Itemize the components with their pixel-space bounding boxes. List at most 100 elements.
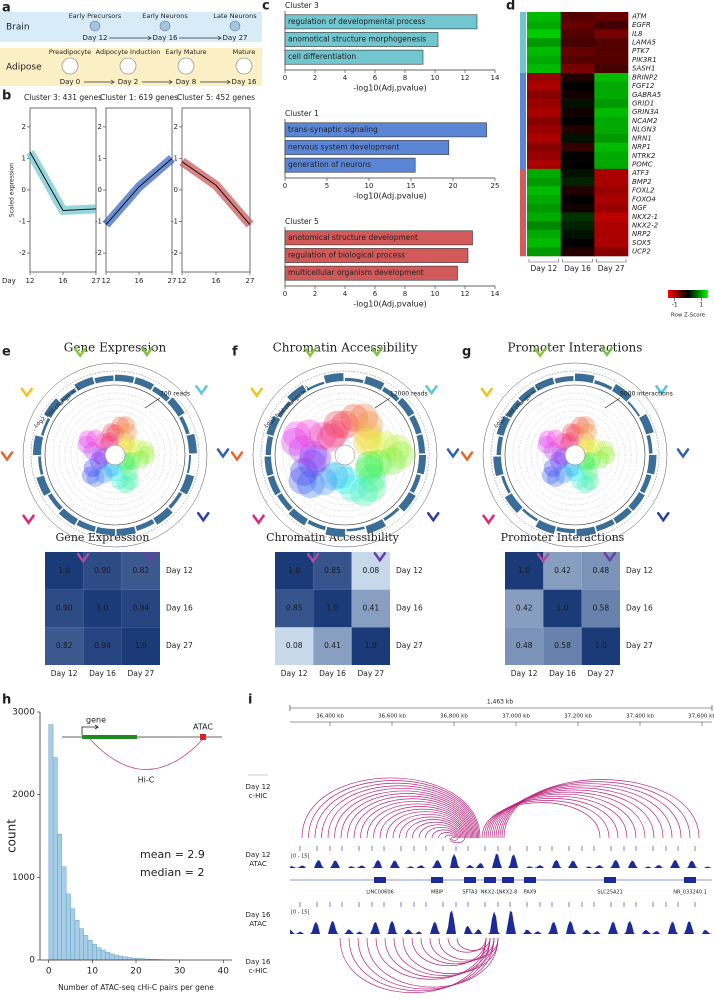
column-bracket [596, 259, 627, 263]
span-label: 1,463 kb [487, 699, 514, 706]
interaction-arc [447, 937, 487, 953]
gene-name: NR_033240.1 [673, 890, 707, 896]
ring-segment [365, 519, 386, 534]
hist-bar [74, 920, 80, 961]
grid-ring [554, 434, 596, 476]
bar [284, 49, 424, 65]
point-cloud [543, 458, 562, 477]
ring-segment [36, 475, 51, 496]
stage-label: Adipocyte Induction [96, 48, 161, 56]
gene-label: EGFR [632, 21, 651, 29]
heat-cell [527, 107, 561, 117]
cell-label: 0.42 [516, 604, 533, 613]
grid-ring [288, 398, 402, 512]
coord-label: 36,600 kb [378, 714, 406, 720]
y-tick-label: 0 [22, 186, 26, 194]
y-tick-label: -1 [95, 218, 102, 226]
point-cloud [323, 410, 352, 439]
heat-cell [594, 12, 629, 22]
ring-segment [151, 386, 170, 402]
point-cloud [126, 438, 145, 457]
point-cloud [570, 471, 589, 490]
gene-model [374, 877, 386, 883]
cluster-icon [303, 347, 317, 358]
matrix-cell [581, 627, 620, 665]
interaction-arc [450, 837, 459, 841]
ring-segment [534, 377, 555, 391]
gene-label: POMC [632, 161, 653, 169]
point-cloud [89, 451, 108, 470]
x-tick-label: 6 [373, 74, 378, 82]
cluster-icon [600, 346, 614, 357]
point-cloud [591, 450, 610, 469]
gene-name: NKX2-8 [499, 890, 518, 896]
point-cloud [86, 469, 105, 488]
cell-icon [159, 20, 171, 32]
y-tick-label: 0 [174, 186, 178, 194]
row-group-bar [520, 116, 526, 126]
matrix-cell [581, 552, 620, 590]
bar-label: anotomical structure development [288, 233, 418, 242]
gene-body [82, 735, 137, 739]
heat-cell [594, 125, 629, 135]
heat-cell [560, 46, 595, 56]
matrix-cell [543, 627, 582, 665]
gene-label: BRINP2 [632, 73, 658, 81]
cell-label: 1.0 [327, 604, 339, 613]
column-bracket [528, 259, 559, 263]
point-cloud [370, 430, 399, 459]
cell-label: 1.0 [365, 641, 377, 650]
matrix-cell [121, 627, 160, 665]
ring-segment [267, 475, 281, 496]
point-cloud [326, 460, 355, 489]
grid-ring [530, 410, 620, 500]
matrix-cell [121, 552, 160, 590]
heat-cell [560, 203, 595, 213]
bar [284, 248, 469, 263]
cell-label: 0.41 [362, 604, 379, 613]
interaction-arc [379, 808, 466, 839]
gene-name: SFTA3 [462, 890, 477, 896]
outer-ring [252, 362, 438, 548]
panel-letter: e [2, 345, 11, 360]
chart-title: Cluster 3: 431 genes [24, 93, 102, 102]
interaction-arc [425, 826, 458, 839]
grid-ring [82, 422, 148, 488]
ring-segment [521, 508, 539, 522]
point-cloud [102, 423, 121, 442]
point-cloud [320, 419, 349, 448]
cluster-icon [252, 514, 265, 525]
row-group-bar [520, 134, 526, 144]
y-axis-label: Scaled expression [9, 163, 16, 217]
interaction-arc [366, 937, 499, 988]
ring-segment [266, 415, 281, 436]
hist-bar [48, 724, 54, 961]
row-label: Day 27 [396, 641, 423, 650]
ring-segment [646, 434, 653, 454]
grid-ring [88, 428, 142, 482]
x-axis-label: -log10(Adj.pvalue) [353, 300, 427, 309]
grid-ring [94, 434, 136, 476]
cell-icon [235, 57, 253, 75]
gene-label: SASH1 [632, 65, 655, 73]
radial-title: Gene Expression [64, 341, 167, 355]
point-cloud [576, 475, 595, 494]
point-cloud [320, 462, 349, 491]
ring-segment [381, 386, 400, 402]
heat-cell [527, 177, 561, 187]
ring-segment [323, 373, 344, 384]
heat-cell [560, 134, 595, 144]
point-cloud [119, 423, 138, 442]
hist-bar [122, 956, 128, 961]
ring-segment [496, 415, 511, 436]
y-tick-label: 2 [22, 123, 26, 131]
x-tick-label: 14 [491, 290, 500, 298]
y-tick-label: 0 [98, 186, 102, 194]
heat-cell [527, 38, 561, 48]
track-label: c-HIC [249, 967, 268, 975]
ring-segment [179, 416, 190, 435]
ring-segment [265, 436, 274, 456]
hist-bar [109, 953, 115, 961]
cluster-icon [230, 451, 244, 462]
day-label: Day 16 [153, 34, 179, 42]
